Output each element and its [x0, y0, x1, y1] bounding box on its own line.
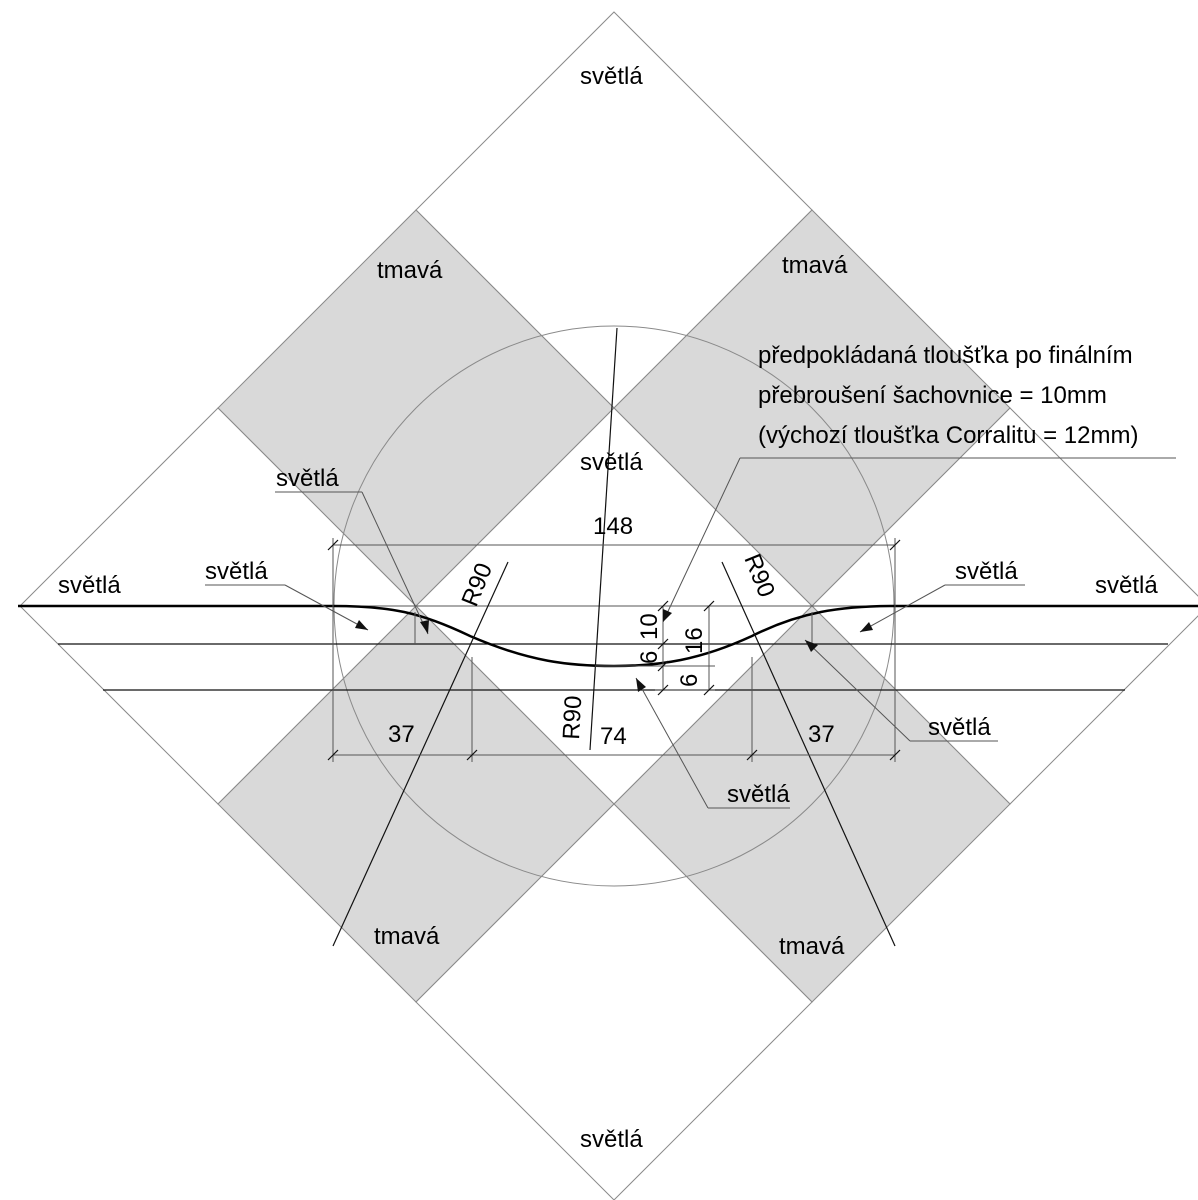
label-dark-upper-left: tmavá: [377, 257, 443, 284]
tick-148-left: [327, 539, 339, 551]
label-light-top: světlá: [580, 63, 643, 90]
tick-vert-5: [703, 600, 715, 612]
tick-bottom-1: [327, 749, 339, 761]
label-dark-upper-right: tmavá: [782, 252, 848, 279]
tick-vert-3: [657, 660, 669, 672]
radius-line-left: [332, 561, 509, 947]
leader-light-lower-right: [804, 639, 911, 742]
dim-label-16: 16: [681, 627, 708, 654]
tick-vert-6: [703, 684, 715, 696]
arrow-note: [663, 609, 672, 622]
label-light-leader-left: světlá: [205, 558, 268, 585]
arrow-light-right: [860, 622, 873, 632]
dim-label-74: 74: [600, 723, 627, 750]
leader-light-bottom: [635, 677, 709, 809]
label-light-leader-upper-left: světlá: [276, 465, 339, 492]
leader-light-right: [859, 584, 946, 633]
radius-line-center: [589, 327, 618, 751]
radius-lines: [332, 327, 896, 947]
leader-lines: [205, 457, 1176, 809]
label-light-leader-lower-right: světlá: [928, 714, 991, 741]
thickness-note: předpokládaná tloušťka po finálním přebr…: [758, 342, 1138, 449]
dim-label-6-lower: 6: [676, 674, 703, 687]
dim-label-148: 148: [593, 513, 633, 540]
label-light-leader-bottom: světlá: [727, 781, 790, 808]
square-light-bottom: [415, 803, 813, 1200]
dimension-lines: [327, 539, 901, 761]
tick-vert-2: [657, 638, 669, 650]
tick-vert-1: [657, 600, 669, 612]
label-light-center: světlá: [580, 449, 643, 476]
label-dark-lower-right: tmavá: [779, 933, 845, 960]
dim-label-10: 10: [636, 613, 663, 640]
leader-labels: světlá světlá světlá světlá světlá: [205, 465, 1018, 808]
section-lines: [58, 605, 1168, 691]
note-line-2: přebroušení šachovnice = 10mm: [758, 382, 1107, 409]
leader-light-upper-left: [361, 491, 429, 635]
arrow-light-lower-right: [805, 640, 818, 652]
dim-label-37-left: 37: [388, 721, 415, 748]
radius-line-right: [721, 561, 896, 947]
note-line-3: (výchozí tloušťka Corralitu = 12mm): [758, 422, 1138, 449]
label-light-leader-right: světlá: [955, 558, 1018, 585]
tick-bottom-3: [746, 749, 758, 761]
label-light-bottom: světlá: [580, 1126, 643, 1153]
note-line-1: předpokládaná tloušťka po finálním: [758, 342, 1133, 369]
dim-label-37-right: 37: [808, 721, 835, 748]
tick-vert-4: [657, 684, 669, 696]
label-dark-lower-left: tmavá: [374, 923, 440, 950]
leader-light-left: [284, 584, 369, 631]
arrow-light-upper-left: [420, 620, 429, 634]
tick-bottom-4: [889, 749, 901, 761]
label-light-far-left: světlá: [58, 572, 121, 599]
arrow-light-bottom: [636, 678, 646, 692]
arrow-light-left: [355, 620, 368, 630]
tick-bottom-2: [466, 749, 478, 761]
dim-label-r90-center: R90: [558, 695, 587, 740]
extension-lines: [332, 538, 896, 762]
tick-148-right: [889, 539, 901, 551]
leader-note: [662, 457, 741, 623]
dim-label-6-upper: 6: [636, 651, 663, 664]
label-light-far-right: světlá: [1095, 572, 1158, 599]
square-labels: světlá tmavá tmavá světlá světlá světlá …: [58, 63, 1158, 1153]
